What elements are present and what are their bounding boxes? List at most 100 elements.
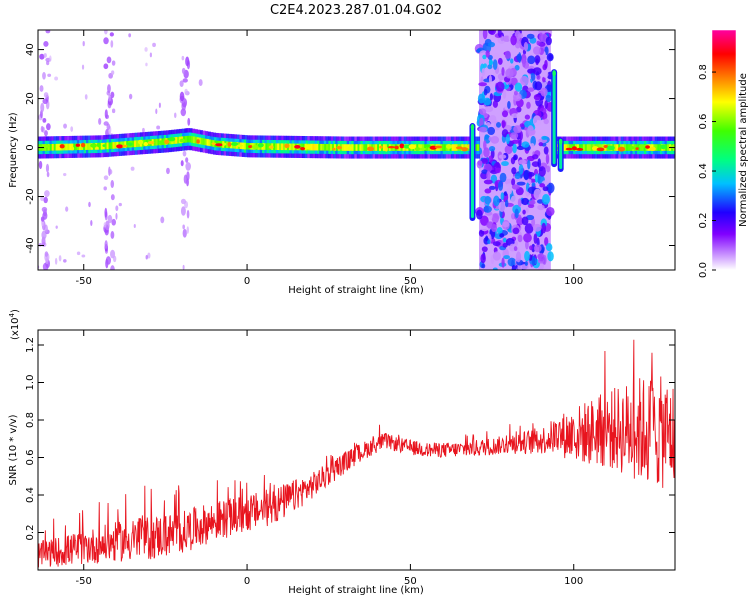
spectrogram-band-cell (55, 143, 58, 151)
spectrogram-broadband-cell (513, 125, 522, 134)
spectrogram-broadband-cell (488, 59, 494, 66)
spectrogram-broadband-cell (527, 125, 534, 136)
spectrogram-band-cell (290, 143, 294, 151)
spectrogram-speckle-cell (47, 73, 52, 77)
spectrogram-peak-cell (366, 146, 375, 152)
spectrogram-band-cell (124, 141, 127, 148)
spectrogram-broadband-cell (498, 201, 506, 212)
spectrogram-peak-cell (231, 142, 239, 146)
spectrogram-broadband-cell (514, 173, 521, 180)
spectrogram-band-cell (88, 143, 92, 150)
spectrogram-broadband-cell (486, 221, 494, 229)
spectrogram-band-cell (328, 144, 331, 151)
spectrogram-band-cell (114, 141, 117, 149)
spectrogram-broadband-cell (519, 130, 523, 141)
spectrogram-streak-cell (186, 226, 190, 234)
spectrogram-peak-cell (387, 145, 396, 149)
spectrogram-broadband-cell (479, 50, 488, 57)
spectrogram-band-cell (375, 144, 378, 151)
spectrogram-speckle-cell (70, 126, 74, 132)
spectrogram-peak-cell (575, 147, 584, 151)
spectrogram-broadband-cell (481, 68, 486, 77)
spectrogram-broadband-cell (545, 94, 552, 103)
spectrogram-y-tick-label: 40 (25, 43, 36, 56)
spectrogram-peak-cell (236, 144, 243, 148)
spectrogram-broadband-cell (483, 63, 487, 68)
spectrogram-band-cell (655, 144, 658, 151)
spectrogram-band-cell (326, 144, 329, 151)
spectrogram-peak-cell (102, 144, 106, 148)
spectrogram-band-cell (112, 142, 115, 149)
spectrogram-band-cell (330, 144, 333, 151)
spectrogram-broadband-cell (478, 229, 485, 237)
spectrogram-streak-cell (40, 102, 45, 113)
spectrogram-panel: -50 0 50 100 -40 -20 0 20 40 Height of straight… (8, 29, 676, 296)
spectrogram-marks (38, 30, 675, 270)
spectrogram-band-cell (192, 136, 196, 144)
spectrogram-band-cell (602, 144, 605, 151)
spectrogram-streak-cell (42, 72, 46, 80)
snr-x-tick-label: -50 (76, 576, 92, 587)
spectrogram-speckle-cell (118, 202, 122, 207)
spectrogram-peak-cell (446, 144, 452, 149)
spectrogram-streak-cell (42, 117, 47, 123)
spectrogram-speckle-cell (63, 259, 67, 263)
spectrogram-speckle-cell (128, 33, 132, 38)
spectrogram-broadband-cell (492, 241, 501, 247)
spectrogram-broadband-cell (497, 30, 502, 38)
spectrogram-peak-cell (455, 146, 463, 150)
spectrogram-broadband-cell (505, 133, 510, 145)
spectrogram-broadband-cell (481, 263, 486, 269)
spectrogram-broadband-cell (516, 181, 526, 186)
spectrogram-broadband-cell (495, 167, 501, 174)
spectrogram-streak-cell (110, 231, 115, 239)
spectrogram-peak-cell (565, 147, 573, 151)
spectrogram-broadband-cell (479, 108, 487, 115)
spectrogram-broadband-cell (533, 188, 542, 200)
snr-x-axis: -50 0 50 100 (76, 330, 583, 587)
spectrogram-streak-cell (103, 63, 109, 70)
spectrogram-band-cell (420, 144, 423, 151)
spectrogram-y-tick-label: 20 (25, 92, 36, 105)
spectrogram-streak-cell (106, 56, 112, 64)
spectrogram-band-cell (565, 144, 568, 151)
spectrogram-broadband-cell (509, 58, 514, 64)
snr-y-label: SNR (10 * v/v) (8, 414, 19, 485)
spectrogram-speckle-cell (145, 62, 148, 67)
spectrogram-broadband-cell (514, 208, 519, 219)
spectrogram-broadband-cell (501, 110, 509, 118)
spectrogram-spike-tip (470, 124, 475, 131)
spectrogram-peak-cell (669, 144, 675, 150)
spectrogram-speckle-cell (81, 254, 86, 258)
spectrogram-broadband-cell (531, 255, 536, 267)
spectrogram-speckle-cell (174, 112, 177, 119)
colorbar-label: Normalized spectral amplitude (738, 73, 749, 227)
spectrogram-streak-cell (44, 190, 50, 198)
spectrogram-peak-cell (336, 145, 342, 150)
spectrogram-broadband-cell (545, 153, 550, 165)
spectrogram-y-tick-label: -40 (25, 237, 36, 253)
spectrogram-band-cell (108, 142, 111, 149)
spectrogram-band-cell (418, 144, 421, 151)
spectrogram-band-cell (402, 144, 405, 151)
spectrogram-streak-cell (180, 160, 184, 167)
spectrogram-streak-cell (103, 121, 109, 126)
spectrogram-band-cell (283, 143, 286, 151)
spectrogram-band-cell (185, 136, 188, 143)
spectrogram-broadband-cell (488, 30, 496, 35)
spectrogram-streak-cell (38, 160, 43, 170)
spectrogram-broadband-cell (531, 182, 536, 187)
spectrogram-speckle-cell (155, 108, 158, 115)
spectrogram-x-axis: -50 0 50 100 (76, 30, 583, 287)
spectrogram-speckle-cell (38, 242, 42, 247)
spectrogram-band-cell (643, 144, 646, 151)
spectrogram-streak-cell (180, 198, 187, 205)
spectrogram-broadband-cell (513, 90, 518, 96)
spectrogram-peak-cell (645, 145, 650, 149)
spectrogram-peak-cell (127, 142, 133, 146)
spectrogram-broadband-cell (532, 115, 542, 127)
spectrogram-broadband-cell (542, 186, 549, 192)
spectrogram-broadband-cell (483, 88, 488, 96)
spectrogram-streak-cell (185, 56, 190, 67)
spectrogram-x-tick-label: -50 (76, 276, 92, 287)
